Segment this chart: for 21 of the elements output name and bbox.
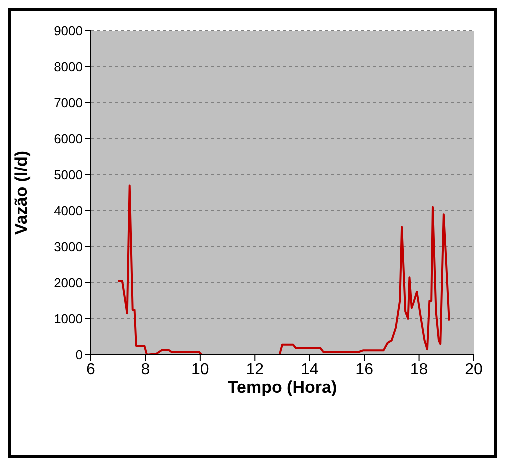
y-axis-title: Vazão (l/d) [12,150,32,236]
y-tick-label: 0 [76,348,83,363]
y-tick-label: 9000 [54,24,83,39]
x-tick-label: 6 [86,361,96,378]
y-tick-label: 8000 [54,60,83,75]
x-tick-label: 14 [300,361,319,378]
x-tick-label: 8 [141,361,150,378]
x-tick-label: 20 [465,361,483,378]
y-tick-label: 1000 [54,312,83,327]
y-tick-label: 2000 [54,276,83,291]
y-tick-label: 6000 [54,132,83,147]
line-series [117,184,450,355]
x-axis-title: Tempo (Hora) [228,378,338,397]
x-tick-label: 10 [192,361,210,378]
x-tick-label: 18 [410,361,428,378]
x-tick-label: 12 [246,361,264,378]
x-tick-label: 16 [356,361,374,378]
y-tick-label: 3000 [54,240,83,255]
y-tick-label: 7000 [54,96,83,111]
y-tick-label: 5000 [54,168,83,183]
y-tick-label: 4000 [54,204,83,219]
